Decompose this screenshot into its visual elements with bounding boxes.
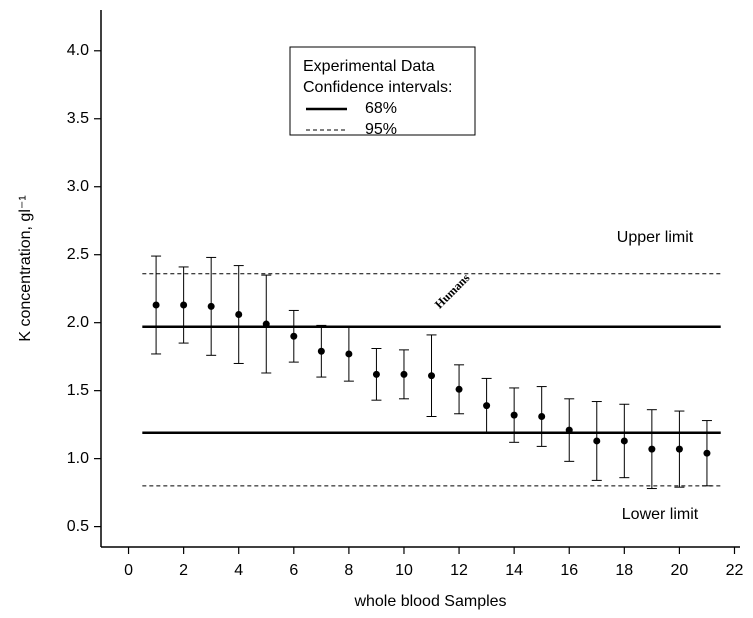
x-tick-label: 16 [560,562,578,579]
legend-box [289,46,476,136]
annotation: Upper limit [617,229,694,246]
data-point [538,412,546,420]
y-tick-label: 2.5 [67,246,89,263]
data-point [180,301,188,309]
y-tick-label: 3.5 [67,110,89,127]
data-point [372,370,380,378]
data-point [262,320,270,328]
data-point [648,445,656,453]
annotation: Lower limit [622,506,699,523]
legend-label: Experimental Data [303,58,435,75]
y-axis-label: K concentration, gl⁻¹ [17,195,34,341]
x-tick-label: 18 [615,562,633,579]
data-point [400,370,408,378]
legend-label: 68% [365,100,397,117]
x-tick-label: 2 [179,562,188,579]
data-point [207,302,215,310]
data-point [235,311,243,319]
x-tick-label: 4 [234,562,243,579]
data-point [483,402,491,410]
data-point [290,332,298,340]
y-tick-label: 3.0 [67,178,89,195]
data-point [152,301,160,309]
data-point [565,426,573,434]
data-point [345,350,353,358]
x-tick-label: 10 [395,562,413,579]
x-tick-label: 0 [124,562,133,579]
y-tick-label: 4.0 [67,42,89,59]
legend-label: 95% [365,121,397,138]
y-tick-label: 0.5 [67,518,89,535]
data-point [675,445,683,453]
y-tick-label: 1.5 [67,382,89,399]
data-point [510,411,518,419]
y-tick-label: 2.0 [67,314,89,331]
x-tick-label: 8 [344,562,353,579]
x-axis-label: whole blood Samples [353,593,506,610]
y-tick-label: 1.0 [67,450,89,467]
data-point [428,372,436,380]
data-point [703,449,711,457]
x-tick-label: 12 [450,562,468,579]
x-tick-label: 6 [289,562,298,579]
x-tick-label: 22 [726,562,744,579]
x-tick-label: 14 [505,562,523,579]
data-point [620,437,628,445]
data-point [593,437,601,445]
x-tick-label: 20 [671,562,689,579]
legend-label: Confidence intervals: [303,79,452,96]
data-point [317,347,325,355]
annotation: Humans [432,271,473,312]
data-point [455,385,463,393]
